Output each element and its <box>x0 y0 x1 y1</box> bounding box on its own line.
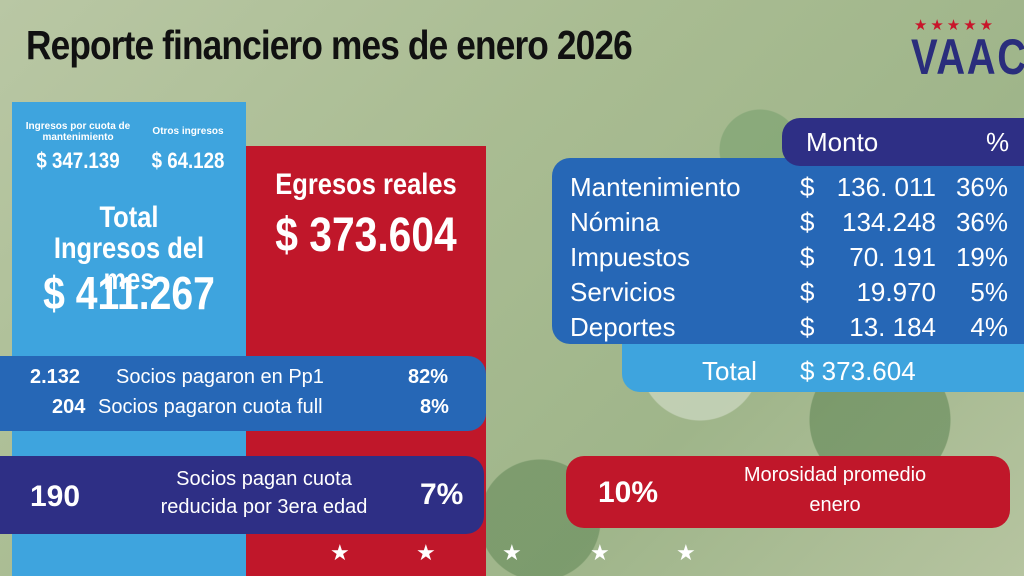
socios-pp1-pct: 82% <box>408 366 449 388</box>
total-value: $ 373.604 <box>800 356 916 386</box>
star-icon: ★ <box>676 540 696 565</box>
logo-stars: ★★★★★ <box>913 17 997 34</box>
row-name: Servicios <box>570 277 676 307</box>
row-currency: $ <box>800 242 815 272</box>
total-ingresos-label-1: Total <box>99 201 159 234</box>
row-currency: $ <box>800 277 815 307</box>
socios-full-pct: 8% <box>420 396 449 418</box>
morosidad-pct: 10% <box>598 476 659 509</box>
row-amount: 13. 184 <box>849 312 936 342</box>
star-icon: ★ <box>590 540 610 565</box>
otros-ingresos-label: Otros ingresos <box>152 126 224 137</box>
row-pct: 4% <box>970 312 1008 342</box>
reducida-pct: 7% <box>420 478 464 511</box>
row-amount: 134.248 <box>842 207 936 237</box>
row-name: Deportes <box>570 312 676 342</box>
socios-full-count: 204 <box>52 396 86 418</box>
morosidad-label-1: Morosidad promedio <box>743 464 927 486</box>
logo-text: VAAC <box>911 29 1024 85</box>
row-currency: $ <box>800 312 815 342</box>
morosidad-label-2: enero <box>809 494 861 516</box>
star-icon: ★ <box>502 540 522 565</box>
cuota-label: Ingresos por cuota de mantenimiento <box>25 121 131 143</box>
total-ingresos-label-2: Ingresos del mes <box>53 232 205 296</box>
row-currency: $ <box>800 207 815 237</box>
header-monto: Monto <box>806 127 879 157</box>
egresos-table-header <box>782 118 1024 166</box>
row-amount: 136. 011 <box>836 172 936 202</box>
header-pct: % <box>986 127 1010 157</box>
row-pct: 5% <box>970 277 1008 307</box>
total-label: Total <box>702 356 757 386</box>
reducida-label-2: reducida por 3era edad <box>160 496 368 518</box>
row-amount: 19.970 <box>856 277 936 307</box>
row-pct: 36% <box>955 207 1008 237</box>
egresos-value: $ 373.604 <box>275 209 457 262</box>
row-pct: 19% <box>955 242 1008 272</box>
reducida-count: 190 <box>30 480 81 513</box>
row-currency: $ <box>800 172 815 202</box>
socios-pagos-box <box>0 356 486 431</box>
row-amount: 70. 191 <box>849 242 936 272</box>
star-icon: ★ <box>416 540 436 565</box>
egresos-label: Egresos reales <box>275 168 457 201</box>
morosidad-box <box>566 456 1010 528</box>
reducida-label-1: Socios pagan cuota <box>176 468 352 490</box>
egresos-total-row <box>622 344 1024 392</box>
socios-full-label: Socios pagaron cuota full <box>98 396 323 418</box>
vaac-logo: ★★★★★ VAAC <box>900 16 1024 85</box>
page-title: Reporte financiero mes de enero 2026 <box>26 22 633 68</box>
egresos-table <box>552 158 1024 344</box>
row-name: Mantenimiento <box>570 172 741 202</box>
otros-ingresos-value: $ 64.128 <box>151 148 225 173</box>
cuota-value: $ 347.139 <box>36 148 120 173</box>
row-pct: 36% <box>955 172 1008 202</box>
star-icon: ★ <box>330 540 350 565</box>
socios-pp1-label: Socios pagaron en Pp1 <box>116 366 324 388</box>
total-ingresos-value: $ 411.267 <box>43 267 215 319</box>
socios-reducida-box <box>0 456 484 534</box>
row-name: Nómina <box>570 207 660 237</box>
row-name: Impuestos <box>570 242 690 272</box>
socios-pp1-count: 2.132 <box>30 366 81 388</box>
